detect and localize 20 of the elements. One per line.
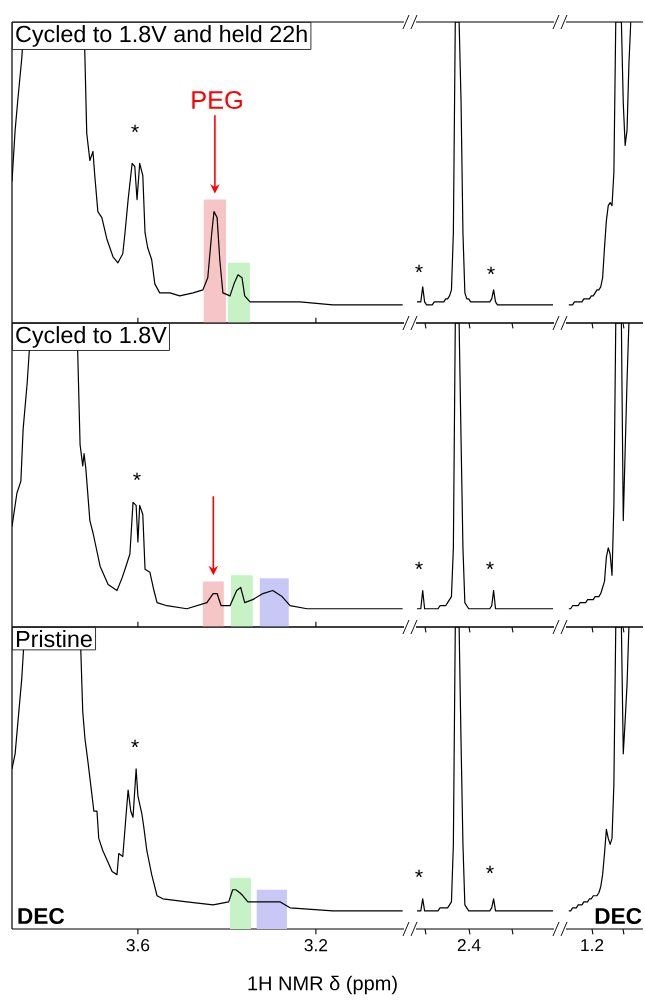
text: 1.2 (581, 938, 604, 952)
annotation: * (133, 472, 141, 481)
x-tick-label: 3.6 (126, 939, 150, 952)
annotation: DEC (18, 908, 65, 925)
annotation: * (486, 865, 494, 874)
annotation: * (415, 264, 423, 273)
annotation: * (131, 124, 139, 133)
chart-title: Cycled to 1.8V (16, 326, 167, 348)
annotation: PEG (192, 91, 242, 109)
annotation: * (415, 869, 423, 878)
annotation: * (487, 266, 495, 275)
text: 2.4 (457, 938, 481, 952)
annotation: DEC (595, 908, 642, 925)
x-tick-label: 3.2 (304, 939, 328, 952)
chart-title: Pristine (16, 630, 92, 648)
chart-title: Cycled to 1.8V and held 22h (16, 25, 307, 47)
annotation: * (415, 561, 423, 570)
annotation: * (486, 561, 494, 570)
annotation: * (131, 739, 139, 748)
x-axis-title: 1H NMR δ (ppm) (248, 975, 397, 995)
